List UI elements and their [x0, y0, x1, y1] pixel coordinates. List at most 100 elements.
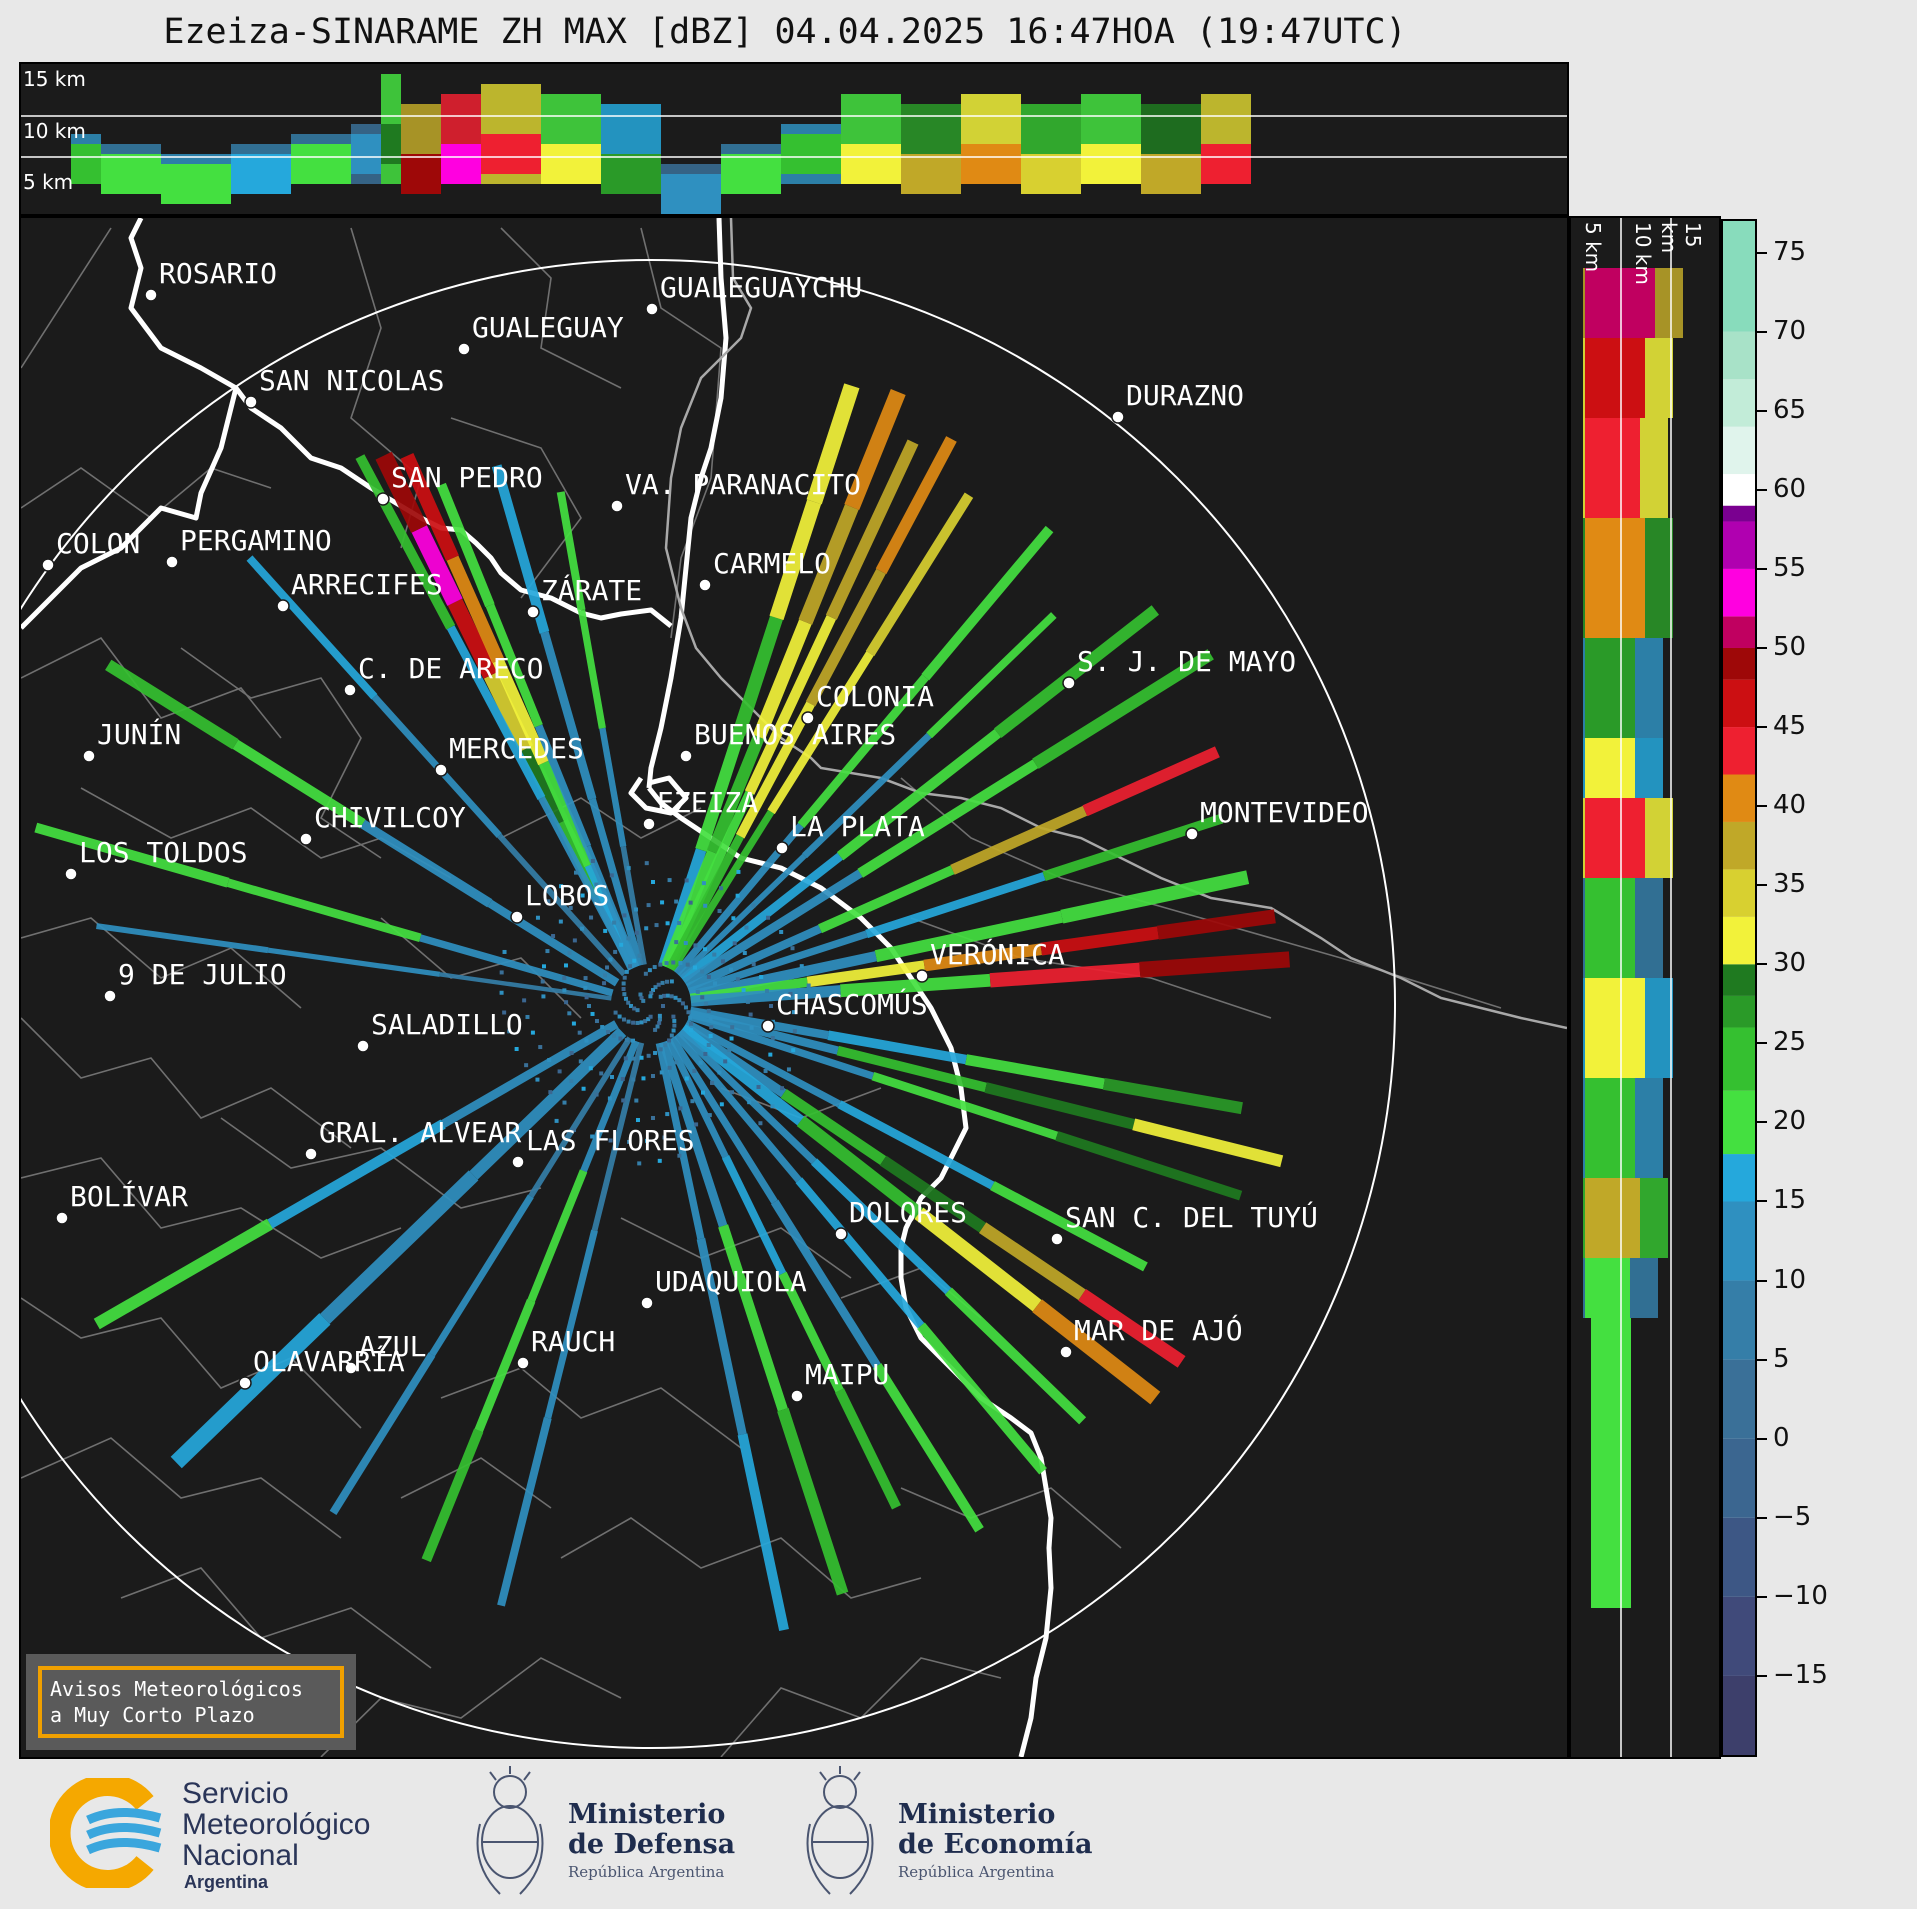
echo-segment — [979, 1222, 1086, 1301]
echo-segment — [1055, 1131, 1243, 1201]
echo-speckle — [703, 947, 708, 952]
echo-speckle — [651, 1116, 655, 1120]
echo-speckle — [602, 981, 607, 986]
top-profile-core — [401, 154, 441, 194]
echo-speckle — [577, 1030, 582, 1035]
echo-speckle — [672, 1018, 677, 1023]
radar-map: ROSARIO GUALEGUAYCHU GUALEGUAY SAN NICOLAS D… — [21, 218, 1567, 1757]
colorbar-band — [1723, 379, 1755, 427]
echo-speckle — [678, 1129, 683, 1134]
echo-speckle — [806, 983, 811, 988]
economia-country: República Argentina — [898, 1863, 1055, 1881]
echo-speckle — [612, 920, 617, 925]
city-label: EZEIZA — [657, 786, 758, 819]
echo-speckle — [541, 964, 546, 969]
side-profile-core — [1585, 1258, 1630, 1318]
echo-segment — [687, 930, 868, 996]
echo-speckle — [502, 949, 507, 954]
echo-speckle — [621, 987, 626, 991]
echo-speckle — [581, 1086, 586, 1091]
echo-segment — [527, 1169, 588, 1303]
economia-name: Ministerio de Economía — [898, 1800, 1092, 1860]
echo-segment — [355, 454, 456, 630]
echo-speckle — [590, 1134, 595, 1139]
echo-segment — [105, 659, 239, 750]
echo-speckle — [655, 1024, 660, 1029]
echo-speckle — [541, 994, 546, 999]
echo-segment — [1040, 926, 1159, 956]
echo-segment — [246, 555, 378, 700]
echo-speckle — [683, 941, 688, 946]
colorbar-tick-label: −5 — [1773, 1501, 1812, 1532]
top-profile-core — [601, 154, 661, 194]
echo-speckle — [502, 1010, 507, 1015]
colorbar-tick-label: 45 — [1773, 711, 1807, 742]
echo-speckle — [535, 1077, 540, 1082]
echo-segment — [669, 1035, 778, 1204]
echo-segment — [926, 612, 1057, 739]
echo-speckle — [548, 1090, 553, 1095]
echo-segment — [267, 947, 441, 977]
colorbar-tick-label: 25 — [1773, 1027, 1807, 1058]
echo-speckle — [578, 1059, 583, 1064]
echo-speckle — [567, 1011, 572, 1016]
echo-speckle — [758, 1121, 763, 1126]
colorbar-band — [1723, 474, 1755, 506]
warning-banner-frame[interactable]: Avisos Meteorológicos a Muy Corto Plazo — [38, 1666, 344, 1738]
echo-speckle — [765, 988, 770, 993]
top-profile-core — [901, 154, 961, 194]
city-marker — [1111, 410, 1125, 424]
colorbar-tick — [1757, 1358, 1767, 1361]
echo-speckle — [637, 1161, 642, 1166]
echo-speckle — [677, 998, 682, 1003]
echo-speckle — [545, 949, 550, 954]
city-label: MAR DE AJÓ — [1074, 1313, 1243, 1347]
echo-speckle — [551, 934, 556, 939]
echo-speckle — [605, 1030, 610, 1034]
echo-segment — [497, 833, 627, 977]
echo-speckle — [712, 952, 717, 957]
echo-speckle — [768, 1052, 773, 1057]
colorbar-band — [1723, 426, 1755, 475]
echo-speckle — [547, 1058, 552, 1063]
echo-segment — [1042, 813, 1224, 882]
echo-segment — [806, 960, 926, 988]
echo-segment — [677, 1029, 817, 1165]
colorbar-band — [1723, 331, 1755, 380]
city-marker — [834, 1227, 848, 1241]
echo-segment — [689, 1006, 829, 1040]
echo-speckle — [637, 953, 642, 958]
echo-segment — [695, 732, 745, 852]
radar-echoes — [34, 383, 1290, 1632]
echo-segment — [1032, 649, 1214, 769]
echo-speckle — [628, 964, 632, 969]
echo-segment — [1032, 1299, 1161, 1405]
city-label: 9 DE JULIO — [118, 958, 287, 991]
echo-speckle — [667, 878, 672, 883]
warning-banner[interactable]: Avisos Meteorológicos a Muy Corto Plazo — [26, 1654, 356, 1750]
echo-speckle — [693, 943, 698, 948]
echo-segment — [767, 651, 874, 815]
echo-speckle — [665, 921, 670, 926]
smn-logo-icon — [50, 1778, 162, 1888]
echo-speckle — [572, 1127, 577, 1132]
echo-speckle — [594, 882, 599, 887]
echo-speckle — [680, 1001, 685, 1006]
echo-speckle — [643, 1019, 648, 1024]
city-label: SALADILLO — [371, 1008, 523, 1041]
side-profile-core — [1585, 1078, 1635, 1178]
city-label: CHIVILCOY — [314, 801, 466, 834]
echo-speckle — [695, 989, 700, 994]
city-marker — [144, 288, 158, 302]
echo-speckle — [651, 1074, 655, 1078]
echo-segment — [737, 1433, 789, 1632]
echo-speckle — [574, 870, 578, 875]
echo-speckle — [564, 1000, 569, 1005]
echo-speckle — [790, 946, 795, 951]
echo-speckle — [669, 994, 674, 999]
echo-segment — [769, 499, 822, 621]
echo-segment — [837, 1100, 995, 1190]
echo-speckle — [558, 919, 563, 924]
city-marker — [299, 832, 313, 846]
echo-segment — [580, 1039, 640, 1173]
